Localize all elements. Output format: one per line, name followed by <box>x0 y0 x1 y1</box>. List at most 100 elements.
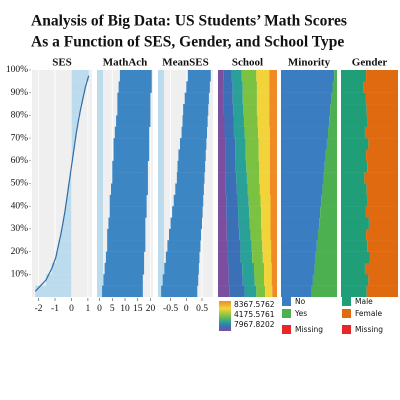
range-bar <box>181 126 208 139</box>
stack-segment <box>281 285 312 297</box>
stack-segment <box>364 126 398 139</box>
stack-segment <box>218 70 224 82</box>
range-bar <box>107 228 146 241</box>
stack-segment <box>328 126 337 139</box>
range-bar <box>180 138 207 150</box>
stack-segment <box>323 172 337 184</box>
stack-segment <box>240 251 253 264</box>
range-bar <box>109 206 147 218</box>
panel-band <box>158 70 164 297</box>
stack-segment <box>341 104 367 116</box>
stack-segment <box>227 251 241 264</box>
stack-segment <box>259 160 270 173</box>
stack-segment <box>218 251 228 264</box>
stack-segment <box>223 70 232 82</box>
panel-header: MeanSES <box>162 57 208 69</box>
stack-segment <box>281 172 324 184</box>
ses-bar <box>60 228 72 241</box>
stack-segment <box>281 81 333 93</box>
stack-segment <box>218 206 227 218</box>
stack-segment <box>261 206 271 218</box>
range-bar <box>117 104 151 116</box>
stack-segment <box>326 138 337 150</box>
panel-band <box>97 70 103 297</box>
range-bar <box>172 206 203 218</box>
stack-segment <box>242 81 257 93</box>
stack-segment <box>341 285 367 297</box>
stack-segment <box>260 194 271 207</box>
ses-bar <box>71 104 81 116</box>
panel <box>158 70 213 297</box>
range-bar <box>117 92 151 105</box>
ses-bar <box>71 81 86 93</box>
stack-segment <box>256 104 270 116</box>
panel-header: School <box>232 57 263 69</box>
legend-label: Male <box>355 297 373 306</box>
stack-segment <box>319 217 337 230</box>
stack-segment <box>250 228 262 241</box>
stack-segment <box>368 274 398 286</box>
stack-segment <box>341 262 365 275</box>
chart-title: Analysis of Big Data: US Students’ Math … <box>31 13 347 30</box>
stack-segment <box>259 172 270 184</box>
stack-segment <box>225 183 237 196</box>
stack-segment <box>341 194 368 207</box>
ses-bar <box>71 92 83 105</box>
range-bar <box>103 274 143 286</box>
range-bar <box>187 70 211 82</box>
x-tick-label: -2 <box>35 304 43 314</box>
stack-segment <box>341 274 369 286</box>
range-bar <box>170 217 202 230</box>
stack-segment <box>281 240 317 252</box>
y-tick-label: 60% <box>11 156 29 166</box>
stack-segment <box>238 206 250 218</box>
stack-segment <box>341 126 365 139</box>
stack-segment <box>366 149 398 161</box>
stack-segment <box>225 138 236 150</box>
y-tick-label: 30% <box>11 224 29 234</box>
range-bar <box>169 228 202 241</box>
stack-segment <box>233 126 245 139</box>
stack-segment <box>314 262 337 275</box>
stack-segment <box>281 160 325 173</box>
stack-segment <box>218 160 226 173</box>
stack-segment <box>225 172 237 184</box>
range-bar <box>173 194 204 207</box>
stack-segment <box>224 126 234 139</box>
stack-segment <box>271 251 277 264</box>
stack-segment <box>233 104 244 116</box>
stack-segment <box>270 228 277 241</box>
stack-segment <box>281 126 329 139</box>
legend-label: 8367.5762 <box>234 300 275 309</box>
stack-segment <box>281 149 326 161</box>
ses-bar <box>35 285 72 297</box>
legend-swatch <box>342 325 351 334</box>
panel <box>218 70 277 297</box>
stack-segment <box>315 251 337 264</box>
range-bar <box>102 285 143 297</box>
stack-segment <box>235 160 247 173</box>
stack-segment <box>367 160 398 173</box>
legend-swatch <box>342 309 351 318</box>
stack-segment <box>281 206 321 218</box>
stack-segment <box>242 92 257 105</box>
stack-segment <box>281 92 332 105</box>
ses-bar <box>64 206 72 218</box>
stack-segment <box>218 274 229 286</box>
range-bar <box>119 70 152 82</box>
legend-swatch <box>282 325 291 334</box>
range-bar <box>107 240 146 252</box>
stack-segment <box>246 160 260 173</box>
stack-segment <box>264 274 272 286</box>
y-tick-label: 50% <box>11 179 29 189</box>
stack-segment <box>341 115 368 127</box>
range-bar <box>108 217 146 230</box>
stack-segment <box>367 194 398 207</box>
ses-bar <box>68 183 72 195</box>
range-bar <box>175 183 204 196</box>
legend-swatch <box>282 297 291 306</box>
ses-bar <box>69 172 72 184</box>
stack-segment <box>232 92 243 105</box>
stack-segment <box>269 81 277 93</box>
